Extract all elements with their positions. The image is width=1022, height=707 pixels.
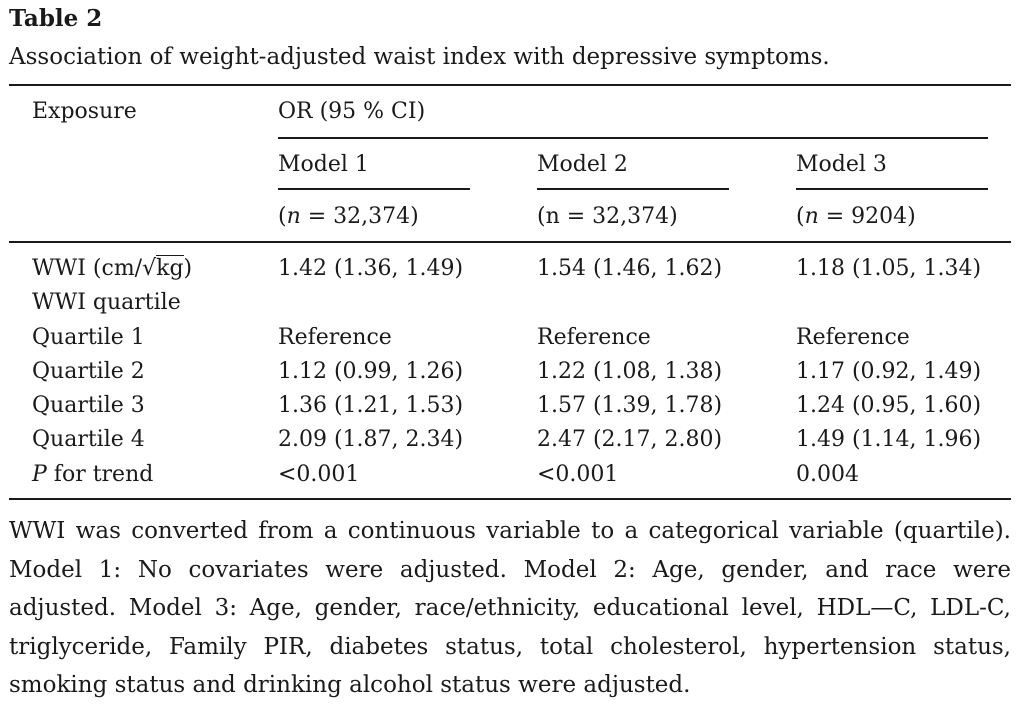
header-or-group: OR (95 % CI) (278, 99, 426, 124)
cell-q2-model-1: 1.12 (0.99, 1.26) (278, 359, 464, 384)
cell-q2-model-3: 1.17 (0.92, 1.49) (796, 359, 982, 384)
row-label-wwi: WWI (cm/√kg) (32, 254, 192, 284)
cell-q3-model-2: 1.57 (1.39, 1.78) (537, 393, 723, 418)
model-1-rule (278, 188, 470, 190)
cell-q1-model-1: Reference (278, 325, 392, 350)
header-n-model-3: (n = 9204) (796, 204, 916, 229)
cell-wwi-model-1: 1.42 (1.36, 1.49) (278, 256, 464, 281)
or-group-rule (278, 137, 988, 139)
model-2-rule (537, 188, 729, 190)
row-label-p-for-trend: P for trend (32, 462, 154, 487)
cell-p-trend-model-1: <0.001 (278, 462, 360, 487)
table-header-rule (9, 241, 1011, 243)
cell-p-trend-model-3: 0.004 (796, 462, 859, 487)
cell-q4-model-3: 1.49 (1.14, 1.96) (796, 427, 982, 452)
cell-q1-model-3: Reference (796, 325, 910, 350)
row-label-quartile-2: Quartile 2 (32, 359, 145, 384)
row-label-wwi-quartile: WWI quartile (32, 290, 181, 315)
model-3-rule (796, 188, 988, 190)
cell-q4-model-2: 2.47 (2.17, 2.80) (537, 427, 723, 452)
cell-wwi-model-3: 1.18 (1.05, 1.34) (796, 256, 982, 281)
sqrt-symbol: √kg (142, 255, 184, 281)
header-model-3: Model 3 (796, 152, 887, 177)
table-label: Table 2 (9, 5, 103, 32)
cell-q4-model-1: 2.09 (1.87, 2.34) (278, 427, 464, 452)
header-n-model-2: (n = 32,374) (537, 204, 678, 229)
header-model-2: Model 2 (537, 152, 628, 177)
row-label-quartile-1: Quartile 1 (32, 325, 145, 350)
header-exposure: Exposure (32, 99, 137, 124)
cell-p-trend-model-2: <0.001 (537, 462, 619, 487)
row-label-quartile-4: Quartile 4 (32, 427, 145, 452)
cell-q3-model-1: 1.36 (1.21, 1.53) (278, 393, 464, 418)
header-n-model-1: (n = 32,374) (278, 204, 419, 229)
header-model-1: Model 1 (278, 152, 369, 177)
table-top-rule (9, 84, 1011, 86)
cell-q3-model-3: 1.24 (0.95, 1.60) (796, 393, 982, 418)
cell-q1-model-2: Reference (537, 325, 651, 350)
cell-wwi-model-2: 1.54 (1.46, 1.62) (537, 256, 723, 281)
table-bottom-rule (9, 498, 1011, 500)
table-caption: Association of weight-adjusted waist ind… (9, 44, 830, 70)
table-footnote: WWI was converted from a continuous vari… (9, 518, 1011, 698)
row-label-quartile-3: Quartile 3 (32, 393, 145, 418)
cell-q2-model-2: 1.22 (1.08, 1.38) (537, 359, 723, 384)
